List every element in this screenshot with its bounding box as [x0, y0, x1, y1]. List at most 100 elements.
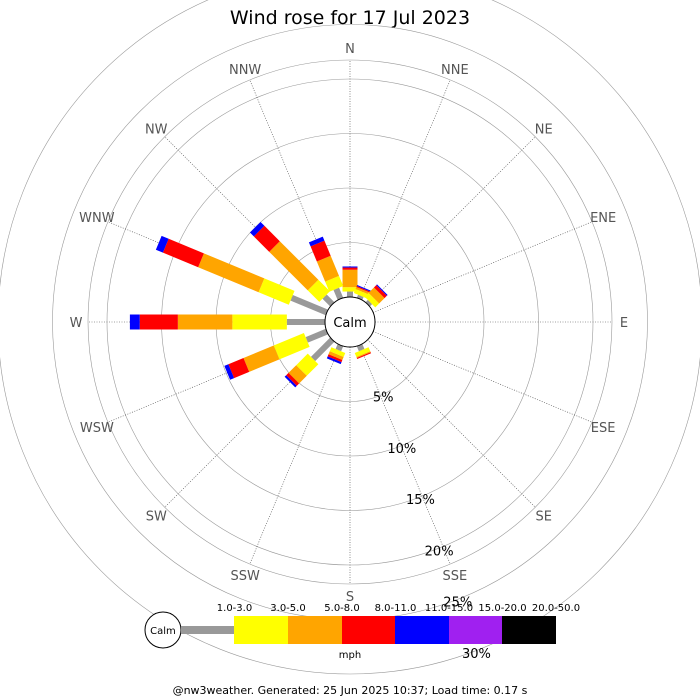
chart-title: Wind rose for 17 Jul 2023: [230, 7, 470, 29]
calm-circle: [324, 296, 376, 348]
spoke-wnw: [107, 221, 328, 313]
legend-units: mph: [339, 650, 361, 661]
spoke-nnw: [249, 79, 341, 300]
bar-nnw-1.0-3.0: [333, 287, 344, 301]
spoke-ese: [372, 331, 593, 423]
bar-sw-11.0-15.0: [284, 375, 297, 388]
bar-wnw-11.0-15.0: [155, 235, 169, 253]
direction-label-s: S: [346, 590, 354, 605]
bar-ne-3.0-5.0: [364, 292, 380, 308]
bar-ssw-11.0-15.0: [326, 356, 342, 365]
direction-label-sw: SW: [146, 510, 167, 525]
legend-label-20.0-50.0: 20.0-50.0: [532, 603, 580, 614]
bar-w-3.0-5.0: [232, 314, 287, 330]
percent-label-25: 25%: [443, 596, 472, 611]
legend-swatch-1.0-3.0: [181, 626, 234, 634]
bar-n-11.0-15.0: [342, 266, 358, 268]
bar-nw-1.0-3.0: [322, 294, 335, 307]
bar-wnw-8.0-11.0: [162, 238, 204, 268]
spoke-sse: [359, 344, 451, 565]
legend-swatch-5.0-8.0: [288, 616, 342, 644]
bar-nw-5.0-8.0: [269, 241, 319, 291]
bar-w-1.0-3.0: [286, 319, 325, 325]
legend-label-8.0-11.0: 8.0-11.0: [375, 603, 417, 614]
legend-swatch-8.0-11.0: [342, 616, 395, 644]
spoke-nw: [164, 136, 333, 305]
bar-sse-3.0-5.0: [354, 347, 371, 358]
bar-w-5.0-8.0: [177, 314, 233, 330]
spoke-ssw: [249, 344, 341, 565]
percent-label-30: 30%: [462, 647, 491, 662]
direction-label-nw: NW: [145, 122, 168, 137]
bar-nnw-11.0-15.0: [308, 236, 325, 247]
bar-nnw-8.0-11.0: [310, 240, 331, 262]
bar-wsw-11.0-15.0: [224, 364, 235, 380]
direction-label-se: SE: [536, 510, 552, 525]
direction-label-e: E: [620, 316, 628, 331]
direction-label-ene: ENE: [590, 211, 616, 226]
bar-n-5.0-8.0: [342, 269, 358, 288]
legend-swatch-15.0-20.0: [449, 616, 502, 644]
bar-ne-11.0-15.0: [376, 284, 388, 296]
bar-n-3.0-5.0: [342, 287, 358, 292]
bar-nne-1.0-3.0: [356, 294, 364, 301]
bar-nne-11.0-15.0: [356, 284, 372, 292]
direction-label-wsw: WSW: [80, 421, 114, 436]
bar-sw-8.0-11.0: [286, 372, 300, 386]
bar-nnw-3.0-5.0: [325, 275, 344, 292]
legend-swatch-11.0-15.0: [395, 616, 449, 644]
bar-wnw-3.0-5.0: [258, 278, 295, 305]
bar-sw-3.0-5.0: [296, 353, 319, 376]
spoke-se: [367, 339, 536, 508]
grid-ring-30: [0, 0, 700, 675]
direction-label-ne: NE: [535, 122, 553, 137]
percent-labels: 5% 10% 15% 20% 25% 30%: [373, 391, 491, 662]
bar-nw-11.0-15.0: [249, 221, 265, 237]
grid-ring-outer: [87, 59, 613, 585]
bar-wsw-8.0-11.0: [228, 358, 250, 379]
bar-ssw-3.0-5.0: [329, 347, 346, 358]
legend-swatch-20.0-50.0: [502, 616, 556, 644]
legend-calm-label: Calm: [150, 626, 176, 637]
bar-ne-8.0-11.0: [373, 285, 387, 299]
legend-swatch-3.0-5.0: [234, 616, 288, 644]
direction-label-wnw: WNW: [79, 211, 115, 226]
direction-labels: N NNE NE ENE E ESE SE SSE S SSW SW WSW W WNW NW NNW: [70, 42, 629, 605]
spoke-sw: [164, 339, 333, 508]
spoke-wsw: [107, 331, 328, 423]
spoke-ne: [367, 136, 536, 305]
bar-wsw-1.0-3.0: [305, 328, 329, 343]
legend-label-5.0-8.0: 5.0-8.0: [324, 603, 359, 614]
direction-label-nne: NNE: [441, 63, 469, 78]
percent-label-20: 20%: [425, 544, 454, 559]
spoke-ene: [372, 221, 593, 313]
bar-ne-5.0-8.0: [368, 287, 385, 304]
bar-wsw-3.0-5.0: [273, 332, 310, 360]
bar-wnw-1.0-3.0: [290, 295, 329, 316]
bar-ssw-5.0-8.0: [328, 351, 344, 361]
direction-label-w: W: [70, 316, 83, 331]
bar-w-11.0-15.0: [129, 314, 140, 330]
bar-nw-8.0-11.0: [253, 225, 280, 252]
direction-label-ssw: SSW: [230, 569, 260, 584]
bar-sw-5.0-8.0: [288, 365, 307, 384]
direction-label-n: N: [345, 42, 355, 57]
bar-sse-5.0-8.0: [356, 351, 371, 359]
legend-label-11.0-15.0: 11.0-15.0: [425, 603, 473, 614]
bar-nnw-5.0-8.0: [316, 255, 340, 282]
percent-label-5: 5%: [373, 391, 394, 406]
bar-sse-8.0-11.0: [356, 352, 372, 360]
direction-label-nnw: NNW: [229, 63, 261, 78]
bar-wsw-5.0-8.0: [243, 345, 280, 372]
bar-n-8.0-11.0: [342, 267, 358, 270]
bar-wnw-5.0-8.0: [198, 253, 265, 293]
bar-ssw-8.0-11.0: [327, 354, 343, 363]
bar-nne-8.0-11.0: [356, 285, 371, 293]
footer-text: @nw3weather. Generated: 25 Jun 2025 10:3…: [173, 684, 528, 697]
direction-spokes: [88, 60, 612, 584]
bar-ne-1.0-3.0: [365, 299, 373, 307]
direction-label-ese: ESE: [591, 421, 616, 436]
percent-label-10: 10%: [387, 442, 416, 457]
bar-nw-3.0-5.0: [307, 279, 330, 302]
